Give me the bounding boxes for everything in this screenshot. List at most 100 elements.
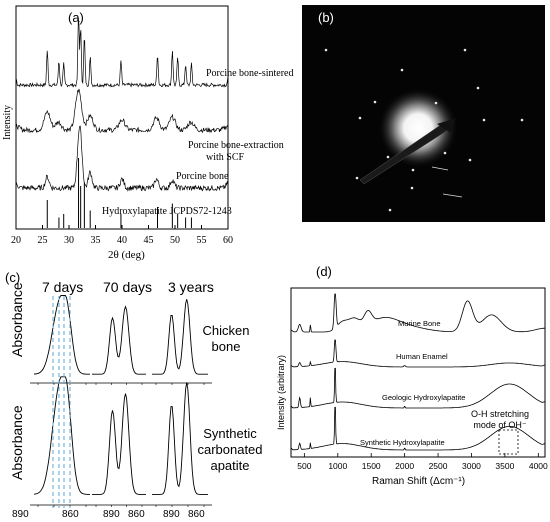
trace-label-geologic: Geologic Hydroxylapatite [382,393,465,402]
a-xtick-label: 40 [117,235,127,246]
d-xtick-label: 1500 [362,461,381,471]
panel-a: (a) Intensity 2θ (deg) 20 25 30 35 40 45 50 55 6… [2,5,293,261]
d-xtick-label: 3000 [462,461,481,471]
d-trace-2 [290,367,546,409]
diffraction-spot [411,168,415,172]
trace-label-sintered: Porcine bone-sintered [206,68,293,79]
a-xtick-label: 30 [64,235,74,246]
a-trace-1 [15,88,229,134]
c-tick-label: 890 [163,509,180,520]
d-trace-0 [290,293,545,333]
a-xtick-label: 60 [223,235,233,246]
trace-label-scf: Porcine bone-extraction [188,140,284,151]
d-xtick-label: 1000 [328,461,347,471]
c-spectrum [152,382,208,495]
c-spectrum [152,299,208,375]
d-xtick-label: 500 [297,461,311,471]
panel-d-frame [290,287,546,458]
panel-b: (b) [302,5,545,222]
a-xtick-label: 45 [144,235,154,246]
panel-a-xticks: 20 25 30 35 40 45 50 55 60 [11,225,233,246]
panel-d-xticks: 500 1000 1500 2000 2500 3000 3500 4000 [297,453,548,471]
panel-c-axes: 890 860 890 860 890 860 [12,382,212,520]
central-beam-glow [378,88,458,168]
diffraction-spot [355,176,359,180]
annotation-oh-box [498,429,519,455]
diffraction-spot [476,86,480,90]
annotation-arrow-2 [442,193,463,198]
trace-label-scf-2: with SCF [206,152,245,163]
annotation-oh-line1: O-H stretching [471,409,529,419]
d-xtick-label: 4000 [529,461,548,471]
a-xtick-label: 35 [91,235,101,246]
d-trace-1 [290,339,545,368]
row-synthetic-label: Synthetic [203,426,257,441]
panel-a-label: (a) [68,10,84,25]
reference-dashed-lines [52,296,71,508]
c-tick-label: 890 [12,509,29,520]
row-chicken-label-2: bone [212,339,241,354]
c-spectrum [33,376,90,495]
panel-c-label: (c) [5,270,20,285]
c-spectrum [33,295,90,375]
d-xtick-label: 3500 [495,461,514,471]
c-spectrum [92,393,146,495]
diffraction-spot [482,118,486,122]
diffraction-spot [520,118,524,122]
c-tick-label: 860 [62,509,79,520]
diffraction-spot [443,151,447,155]
d-trace-3 [290,406,546,451]
panel-d-traces [290,293,546,451]
column-7-days: 7 days [42,279,83,295]
row-chicken-label: Chicken [203,323,250,338]
column-70-days: 70 days [103,279,152,295]
diffraction-spot [358,116,362,120]
c-tick-label: 860 [128,509,145,520]
a-trace-0 [15,17,229,88]
panel-c: (c) 7 days 70 days 3 years Absorbance Ab… [5,270,263,520]
panel-d: (d) Intensity (arbitrary) Raman Shift (Δ… [276,264,548,487]
trace-label-porcine: Porcine bone [176,171,229,182]
panel-c-traces [33,295,208,495]
panel-b-label: (b) [318,10,334,25]
diffraction-spot [400,68,404,72]
a-xtick-label: 25 [38,235,48,246]
diffraction-spot [373,100,377,104]
diffraction-spot [468,158,472,162]
diffraction-spot [463,48,467,52]
panel-c-ylabel-bottom: Absorbance [9,405,25,480]
trace-label-synthetic: Synthetic Hydroxylapatite [360,438,445,447]
diffraction-spot [386,155,390,159]
diffraction-spot [410,186,414,190]
diffraction-spot [434,101,438,105]
panel-a-xlabel: 2θ (deg) [108,249,145,261]
annotation-oh-line2: mode of OH⁻ [473,420,527,430]
row-synthetic-label-2: carbonated [197,442,262,457]
panel-c-ylabel-top: Absorbance [9,282,25,357]
panel-d-label: (d) [316,264,332,279]
column-3-years: 3 years [168,279,214,295]
a-trace-2 [15,125,229,192]
c-tick-label: 860 [188,509,205,520]
panel-a-ylabel: Intensity [2,105,13,140]
trace-label-enamel: Human Enamel [396,352,448,361]
trace-label-murine: Murine Bone [398,319,441,328]
diffraction-spot [388,208,392,212]
c-spectrum [92,305,146,375]
a-xtick-label: 20 [11,235,21,246]
c-tick-label: 890 [103,509,120,520]
trace-label-jcpds: Hydroxylapatite JCPDS72-1243 [102,206,232,217]
a-xtick-label: 50 [170,235,180,246]
d-xtick-label: 2500 [429,461,448,471]
diffraction-spot [324,48,328,52]
d-xtick-label: 2000 [395,461,414,471]
panel-a-frame [15,5,229,230]
beam-stopper-tip [437,118,456,133]
diffraction-spots [324,48,524,212]
a-xtick-label: 55 [197,235,207,246]
panel-a-traces [15,17,229,228]
panel-d-ylabel: Intensity (arbitrary) [276,355,286,430]
panel-d-xlabel: Raman Shift (Δcm⁻¹) [372,476,465,487]
row-synthetic-label-3: apatite [210,458,249,473]
